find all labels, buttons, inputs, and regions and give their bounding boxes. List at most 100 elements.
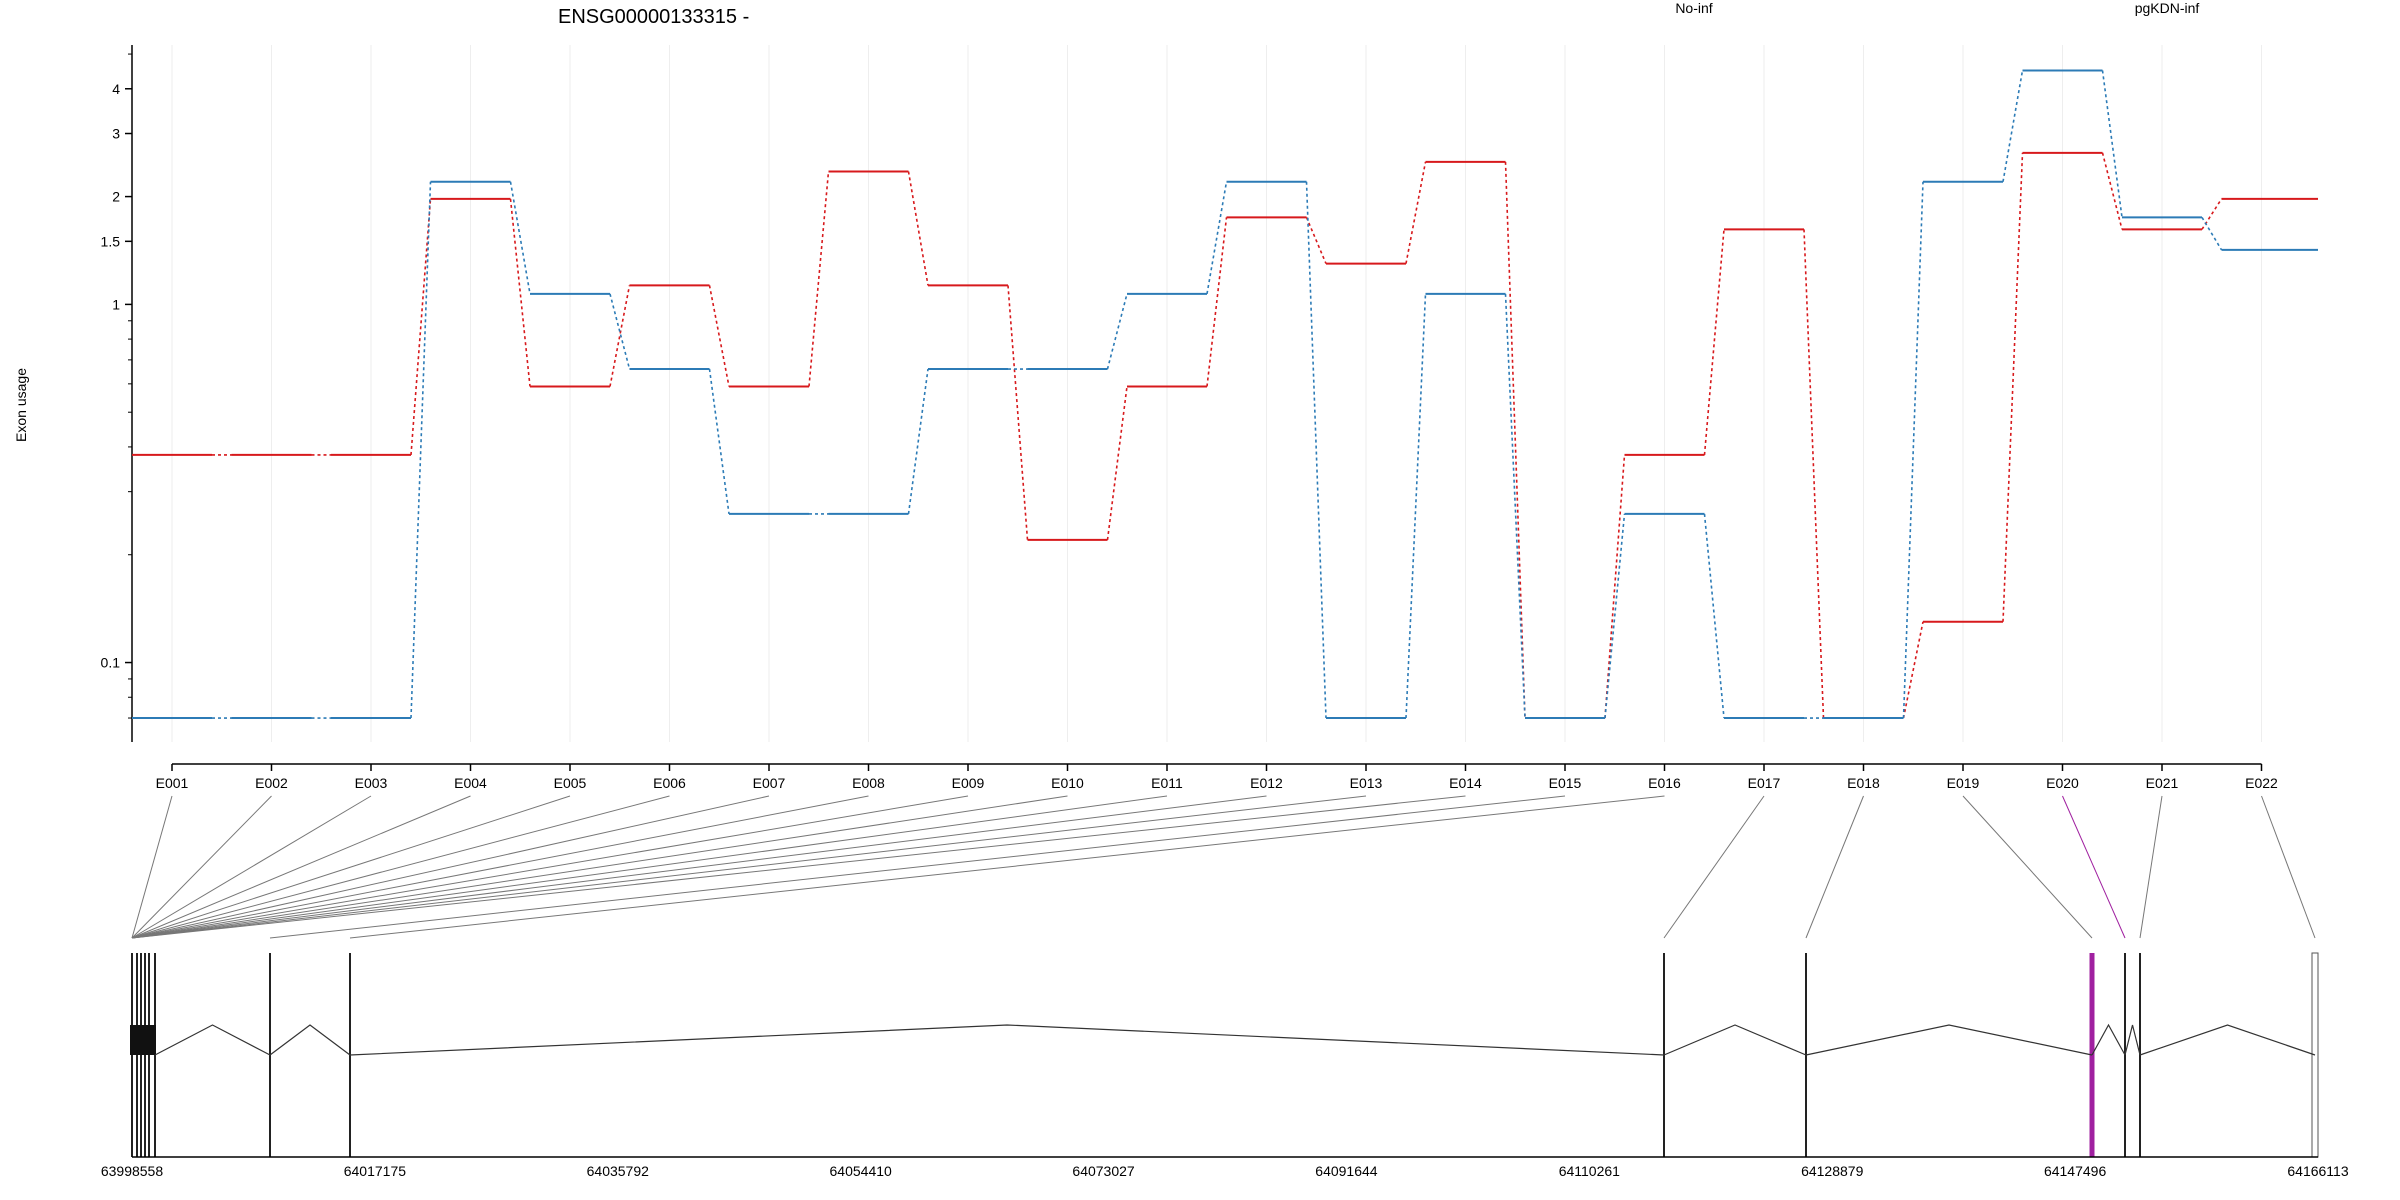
series-connector bbox=[2101, 152, 2123, 230]
exon-connector-line bbox=[131, 795, 571, 939]
exon-cluster bbox=[130, 1025, 156, 1055]
series-connector bbox=[1803, 229, 1825, 719]
genomic-tick-label: 64166113 bbox=[2287, 1163, 2348, 1179]
x-tick-label: E016 bbox=[1648, 775, 1681, 791]
series-connector bbox=[2002, 70, 2024, 182]
x-tick-label: E002 bbox=[255, 775, 288, 791]
exon-connector-line bbox=[131, 795, 1168, 939]
y-tick-label: 4 bbox=[112, 81, 120, 97]
exon-connector-line bbox=[131, 795, 670, 939]
series-connector bbox=[1504, 293, 1526, 719]
series-connector bbox=[808, 171, 830, 387]
exon-connector-line bbox=[2062, 795, 2126, 939]
x-tick-label: E012 bbox=[1250, 775, 1283, 791]
x-tick-label: E020 bbox=[2046, 775, 2079, 791]
series-connector bbox=[1106, 386, 1128, 541]
x-tick-label: E013 bbox=[1350, 775, 1383, 791]
intron-line bbox=[2091, 1023, 2126, 1056]
series-connector bbox=[509, 181, 531, 295]
series-connector bbox=[509, 198, 531, 387]
series-connector bbox=[1504, 161, 1526, 719]
exon-connector-line bbox=[1962, 795, 2093, 939]
series-pgkdn-inf bbox=[132, 69, 2318, 720]
x-tick-label: E011 bbox=[1151, 775, 1183, 791]
exon-connector-line bbox=[131, 795, 1267, 939]
series-connector bbox=[2101, 70, 2123, 218]
y-tick-label: 0.1 bbox=[101, 655, 121, 671]
series-connector bbox=[2201, 198, 2223, 230]
x-tick-label: E017 bbox=[1748, 775, 1781, 791]
x-tick-label: E008 bbox=[852, 775, 885, 791]
genomic-tick-label: 64073027 bbox=[1072, 1163, 1135, 1179]
series-connector bbox=[1206, 181, 1228, 295]
x-tick-label: E005 bbox=[554, 775, 587, 791]
exon-connector-line bbox=[131, 795, 372, 939]
x-tick-label: E004 bbox=[454, 775, 487, 791]
genomic-tick-label: 64035792 bbox=[587, 1163, 650, 1179]
x-tick-label: E022 bbox=[2245, 775, 2278, 791]
exon-connector-line bbox=[131, 795, 1068, 939]
intron-line bbox=[2139, 1024, 2316, 1056]
chart-title: ENSG00000133315 - bbox=[558, 6, 749, 28]
exon-connector-line bbox=[131, 795, 471, 939]
genomic-tick-label: 64110261 bbox=[1559, 1163, 1620, 1179]
x-tick-label: E009 bbox=[952, 775, 985, 791]
x-tick-label: E007 bbox=[753, 775, 786, 791]
series-connector bbox=[1604, 454, 1626, 719]
series-no-inf bbox=[132, 151, 2318, 720]
exon-connector-line bbox=[1805, 795, 1864, 939]
genomic-tick-label: 64128879 bbox=[1801, 1163, 1864, 1179]
y-tick-label: 1 bbox=[112, 296, 120, 312]
series-connector bbox=[1106, 293, 1128, 370]
series-connector bbox=[1206, 217, 1228, 387]
series-connector bbox=[1405, 161, 1427, 264]
series-connector bbox=[1902, 181, 1924, 719]
genomic-tick-label: 64017175 bbox=[344, 1163, 407, 1179]
series-connector bbox=[907, 171, 929, 286]
series-connector bbox=[2201, 216, 2223, 251]
intron-line bbox=[1663, 1024, 1807, 1056]
y-tick-label: 2 bbox=[112, 189, 120, 205]
series-connector bbox=[2002, 152, 2024, 622]
exon-connectors bbox=[131, 795, 2316, 939]
series-connector bbox=[1007, 285, 1029, 540]
series-connector bbox=[1305, 181, 1327, 719]
x-tick-label: E018 bbox=[1847, 775, 1880, 791]
series-connector bbox=[609, 293, 631, 370]
series-connector bbox=[410, 181, 432, 719]
grid-lines bbox=[171, 45, 2262, 742]
exon-connector-line bbox=[2261, 795, 2316, 939]
exon-connector-line bbox=[131, 795, 869, 939]
exon-connector-line bbox=[131, 795, 1367, 939]
x-axis: E001 E002 E003 E004 E005 E006 E007 E008 E009 E010… bbox=[156, 763, 2278, 791]
x-tick-label: E021 bbox=[2146, 775, 2179, 791]
exon-connector-line bbox=[131, 795, 173, 939]
genomic-tick-label: 63998558 bbox=[101, 1163, 164, 1179]
intron-line bbox=[1805, 1024, 2093, 1056]
exon-connector-line bbox=[131, 795, 770, 939]
exon-connector-line bbox=[131, 795, 272, 939]
series-connector bbox=[609, 285, 631, 387]
intron-line bbox=[2124, 1024, 2141, 1056]
series-connector bbox=[410, 198, 432, 455]
y-tick-label: 3 bbox=[112, 126, 120, 142]
series-connector bbox=[1305, 217, 1327, 264]
gene-model bbox=[130, 952, 2319, 1158]
y-tick-label: 1.5 bbox=[101, 233, 121, 249]
series-connector bbox=[708, 285, 730, 387]
exon-connector-line bbox=[269, 795, 1566, 939]
x-tick-label: E015 bbox=[1549, 775, 1582, 791]
intron-line bbox=[154, 1024, 271, 1056]
intron-line bbox=[349, 1024, 1665, 1056]
series-connector bbox=[1405, 293, 1427, 719]
genomic-tick-label: 64091644 bbox=[1315, 1163, 1378, 1179]
x-tick-label: E003 bbox=[355, 775, 388, 791]
intron-line bbox=[269, 1024, 351, 1056]
exon-connector-line bbox=[2139, 795, 2163, 939]
y-axis: 0.1 1 1.5 2 3 4 bbox=[101, 45, 133, 742]
exon-connector-line bbox=[1663, 795, 1765, 939]
x-tick-label: E010 bbox=[1051, 775, 1084, 791]
series-connector bbox=[1703, 513, 1725, 719]
genomic-coordinate-axis: 63998558 64017175 64035792 64054410 64073027… bbox=[101, 1156, 2349, 1179]
